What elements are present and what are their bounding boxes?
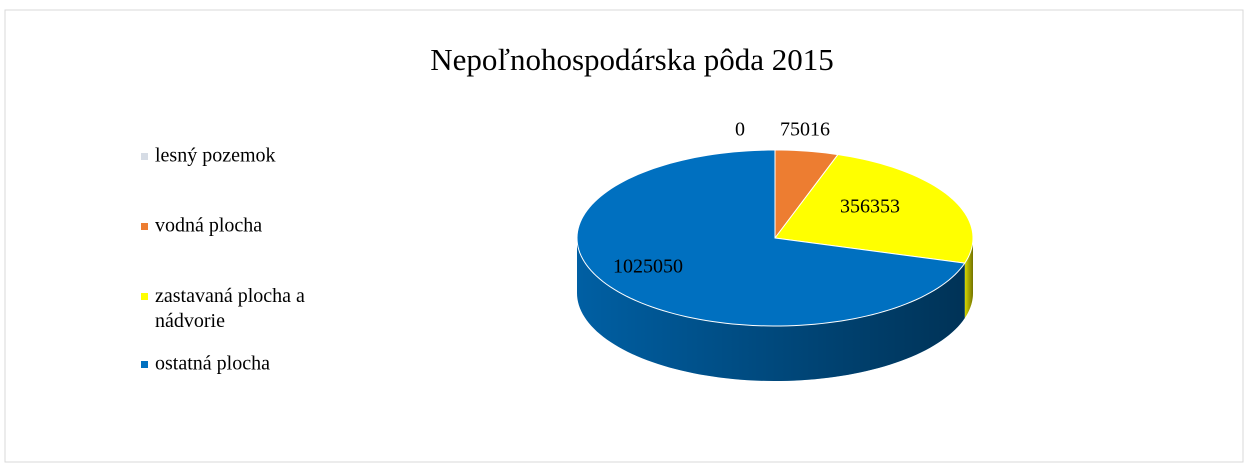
legend-swatch — [141, 223, 148, 230]
pie-slice — [576, 149, 966, 327]
pie-slice-side-shade — [577, 238, 965, 381]
legend-label: vodná plocha — [155, 215, 262, 237]
pie-slice — [774, 154, 974, 264]
legend-label-line: nádvorie — [155, 310, 225, 332]
legend-swatch — [141, 293, 148, 300]
legend-swatch — [141, 153, 148, 160]
legend-swatch — [141, 361, 148, 368]
data-label: 356353 — [840, 196, 900, 218]
legend-label: ostatná plocha — [155, 353, 270, 375]
data-label: 1025050 — [613, 256, 683, 278]
data-label: 75016 — [780, 119, 830, 141]
chart-title: Nepoľnohospodárska pôda 2015 — [430, 42, 833, 77]
legend-label: zastavaná plocha a nádvorie — [155, 285, 305, 332]
pie-slice — [774, 149, 839, 240]
legend-label-line: zastavaná plocha a — [155, 285, 305, 307]
legend-label: lesný pozemok — [155, 145, 276, 167]
pie-slice-side-shade — [964, 238, 973, 319]
data-label: 0 — [735, 119, 745, 141]
